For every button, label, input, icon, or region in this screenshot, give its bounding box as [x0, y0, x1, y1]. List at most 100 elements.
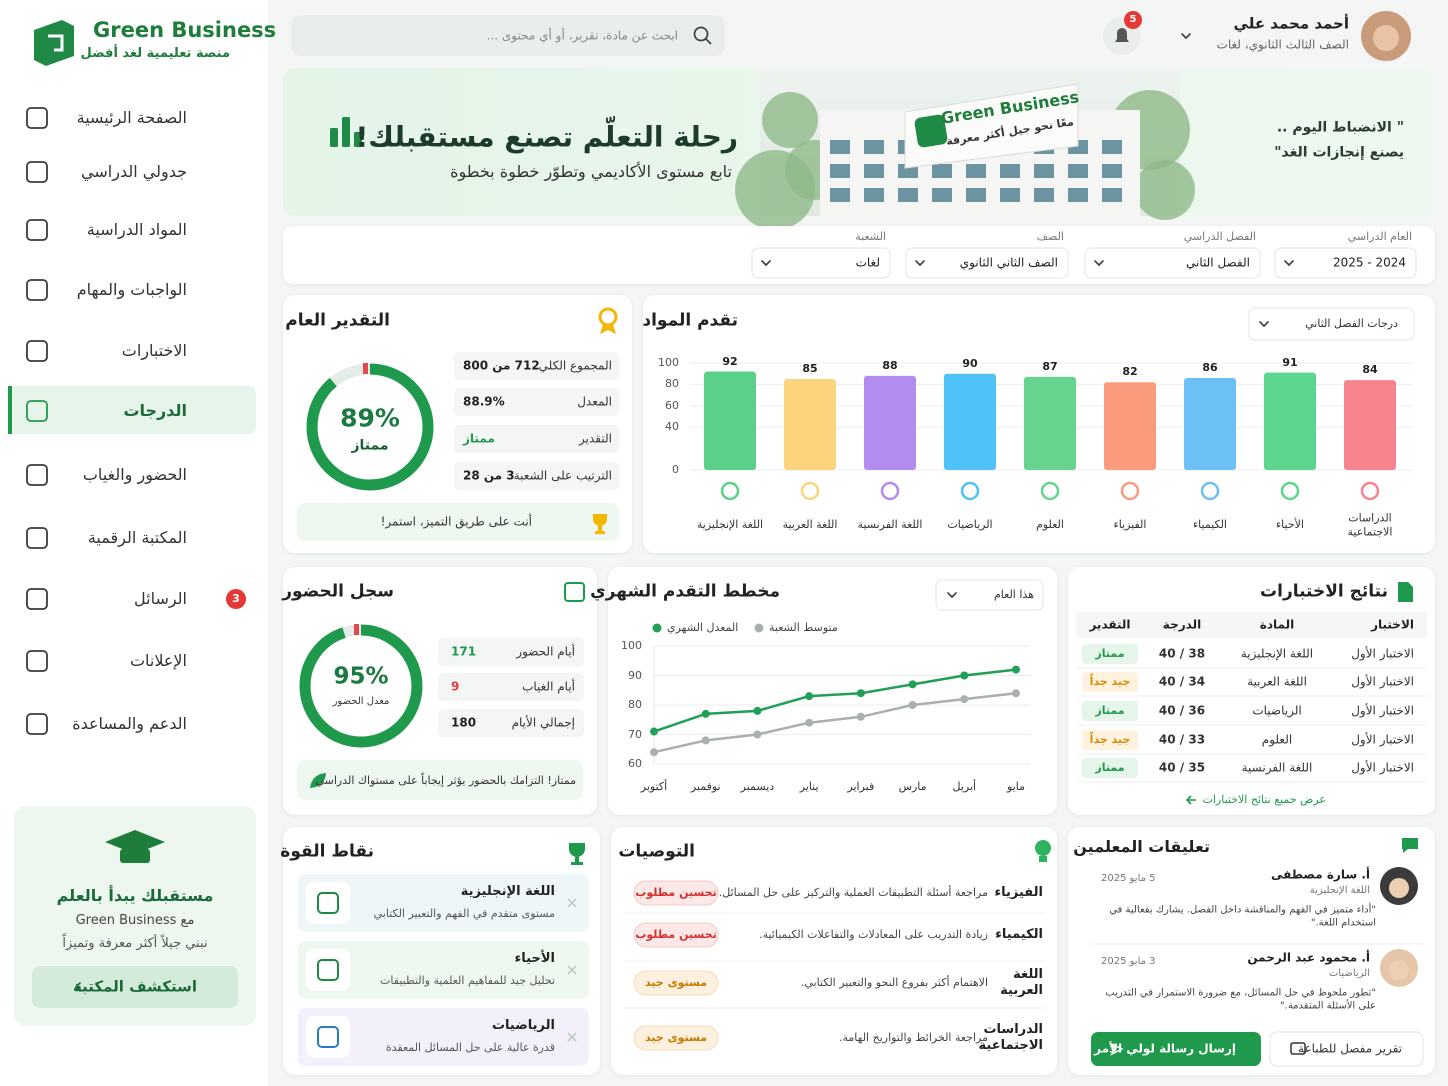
- grade-badge-label: ممتاز: [1095, 647, 1125, 661]
- y-tick-label: 100: [658, 356, 679, 370]
- x-tick-label: أكتوبر: [640, 780, 668, 794]
- building-window: [1102, 140, 1122, 154]
- nav-item[interactable]: الدعم والمساعدة: [72, 714, 187, 733]
- chart-filter-label[interactable]: هذا العام: [993, 588, 1034, 602]
- filter-label: العام الدراسي: [1347, 230, 1412, 244]
- stat-value: 712 من 800: [463, 358, 540, 373]
- line-point: [856, 689, 865, 698]
- nav-item[interactable]: الاختبارات: [121, 341, 187, 360]
- chevron-icon: [74, 982, 81, 992]
- nav-item[interactable]: الصفحة الرئيسية: [76, 108, 187, 127]
- x-tick-label: الكيمياء: [1192, 518, 1227, 532]
- filter-value[interactable]: لغات: [855, 255, 880, 270]
- stat-value: 9: [451, 679, 460, 694]
- nav-active-bg: [8, 386, 256, 434]
- x-tick-label: يناير: [799, 780, 819, 794]
- y-tick-label: 100: [621, 639, 642, 653]
- recommendation-text: مراجعة أسئلة التطبيقات العملية والتركيز …: [718, 886, 988, 900]
- line-series: [653, 691, 1017, 754]
- nav-badge-count: 3: [232, 592, 240, 606]
- teacher-face: [1389, 878, 1409, 898]
- stat-row: [438, 709, 584, 737]
- banner-quote: يصنع إنجازات الغد": [1274, 144, 1404, 161]
- filter-value[interactable]: الفصل الثاني: [1186, 255, 1250, 270]
- search-placeholder[interactable]: ابحث عن مادة، تقرير، أو أي محتوى ...: [486, 28, 678, 43]
- recommendation-badge-label: تحسين مطلوب: [635, 886, 717, 900]
- strength-desc: مستوى متقدم في الفهم والتعبير الكتابي: [373, 907, 555, 921]
- nav-icon: [26, 279, 48, 301]
- y-tick-label: 40: [665, 420, 679, 434]
- y-tick-label: 70: [628, 727, 642, 741]
- nav-item[interactable]: المكتبة الرقمية: [87, 528, 187, 547]
- line-point: [805, 692, 814, 701]
- line-point: [960, 671, 969, 680]
- button-label[interactable]: تقرير مفصل للطباعة: [1298, 1041, 1402, 1056]
- card-title: نتائج الاختبارات: [1260, 581, 1388, 602]
- subject-icon: [880, 481, 900, 501]
- tree: [762, 92, 818, 148]
- bar-value-label: 86: [1202, 361, 1218, 375]
- nav-item[interactable]: الحضور والغياب: [82, 465, 187, 484]
- search-icon: [693, 26, 709, 42]
- strength-icon: [317, 1026, 339, 1048]
- chevron-icon: [1181, 33, 1191, 40]
- strength-title: الرياضيات: [491, 1017, 555, 1033]
- table-header-cell: الاختبار: [1371, 617, 1414, 632]
- grade-badge: [1082, 701, 1138, 721]
- promo-button-label[interactable]: استكشف المكتبة: [73, 977, 197, 996]
- view-all-link[interactable]: عرض جميع نتائج الاختبارات: [1202, 793, 1327, 807]
- banner-quote: " الانضباط اليوم ..: [1276, 119, 1404, 136]
- bar-value-label: 92: [722, 354, 738, 368]
- subject-icon: [800, 481, 820, 501]
- nav-icon: [26, 527, 48, 549]
- filter-label: الفصل الدراسي: [1183, 230, 1256, 244]
- button-label[interactable]: إرسال رسالة لولي الأمر: [1094, 1041, 1236, 1056]
- stat-row: [454, 425, 619, 453]
- recommendation-badge: [633, 880, 719, 906]
- nav-active-bar: [8, 386, 12, 434]
- banner-chart-icon: [342, 117, 350, 147]
- search-box: [291, 15, 725, 56]
- table-cell: العلوم: [1261, 732, 1293, 747]
- chat-icon: [1402, 838, 1418, 853]
- table-cell: الاختبار الأول: [1351, 674, 1414, 689]
- subject-icon: [1120, 481, 1140, 501]
- filter-select: [1274, 247, 1417, 279]
- promo-title: مستقبلك يبدأ بالعلم: [56, 886, 214, 905]
- bar-value-label: 91: [1282, 355, 1298, 369]
- line-point: [753, 706, 762, 715]
- nav-item[interactable]: الرسائل: [134, 589, 187, 608]
- bar-value-label: 84: [1362, 363, 1378, 377]
- x-tick-label: اللغة الفرنسية: [857, 518, 923, 532]
- building-window: [830, 164, 850, 178]
- nav-icon: [26, 464, 48, 486]
- x-tick-label: الأحياء: [1276, 518, 1304, 532]
- building-window: [1034, 188, 1054, 202]
- strength-title: اللغة الإنجليزية: [460, 883, 555, 899]
- filter-value[interactable]: 2024 - 2025: [1332, 255, 1406, 270]
- table-header-cell: الدرجة: [1162, 617, 1202, 632]
- building-window: [966, 188, 986, 202]
- ring-marker: [354, 624, 359, 635]
- x-tick-label: العلوم: [1036, 518, 1064, 532]
- chart-filter-label[interactable]: درجات الفصل الثاني: [1305, 317, 1398, 331]
- nav-item[interactable]: الواجبات والمهام: [76, 280, 187, 299]
- y-tick-label: 80: [665, 377, 679, 391]
- building-window: [830, 140, 850, 154]
- card-title: التقدير العام: [285, 310, 390, 331]
- grade-badge: [1082, 644, 1138, 664]
- stat-value: 3 من 28: [463, 468, 515, 483]
- x-tick-label: اللغة العربية: [782, 518, 838, 532]
- medal-ribbon: [600, 324, 616, 334]
- brand-name: Green Business: [93, 17, 277, 42]
- nav-item[interactable]: الإعلانات: [129, 651, 187, 670]
- filter-value[interactable]: الصف الثاني الثانوي: [959, 255, 1058, 270]
- chart-filter: [935, 579, 1044, 611]
- nav-item[interactable]: الدرجات: [123, 401, 187, 420]
- tree: [1135, 160, 1195, 220]
- nav-item[interactable]: جدولي الدراسي: [81, 162, 187, 181]
- grade-badge-label: جيد جداً: [1089, 675, 1131, 689]
- chevron-icon: [761, 260, 771, 267]
- banner-title: رحلة التعلّم تصنع مستقبلك!: [355, 120, 738, 154]
- nav-item[interactable]: المواد الدراسية: [86, 220, 187, 239]
